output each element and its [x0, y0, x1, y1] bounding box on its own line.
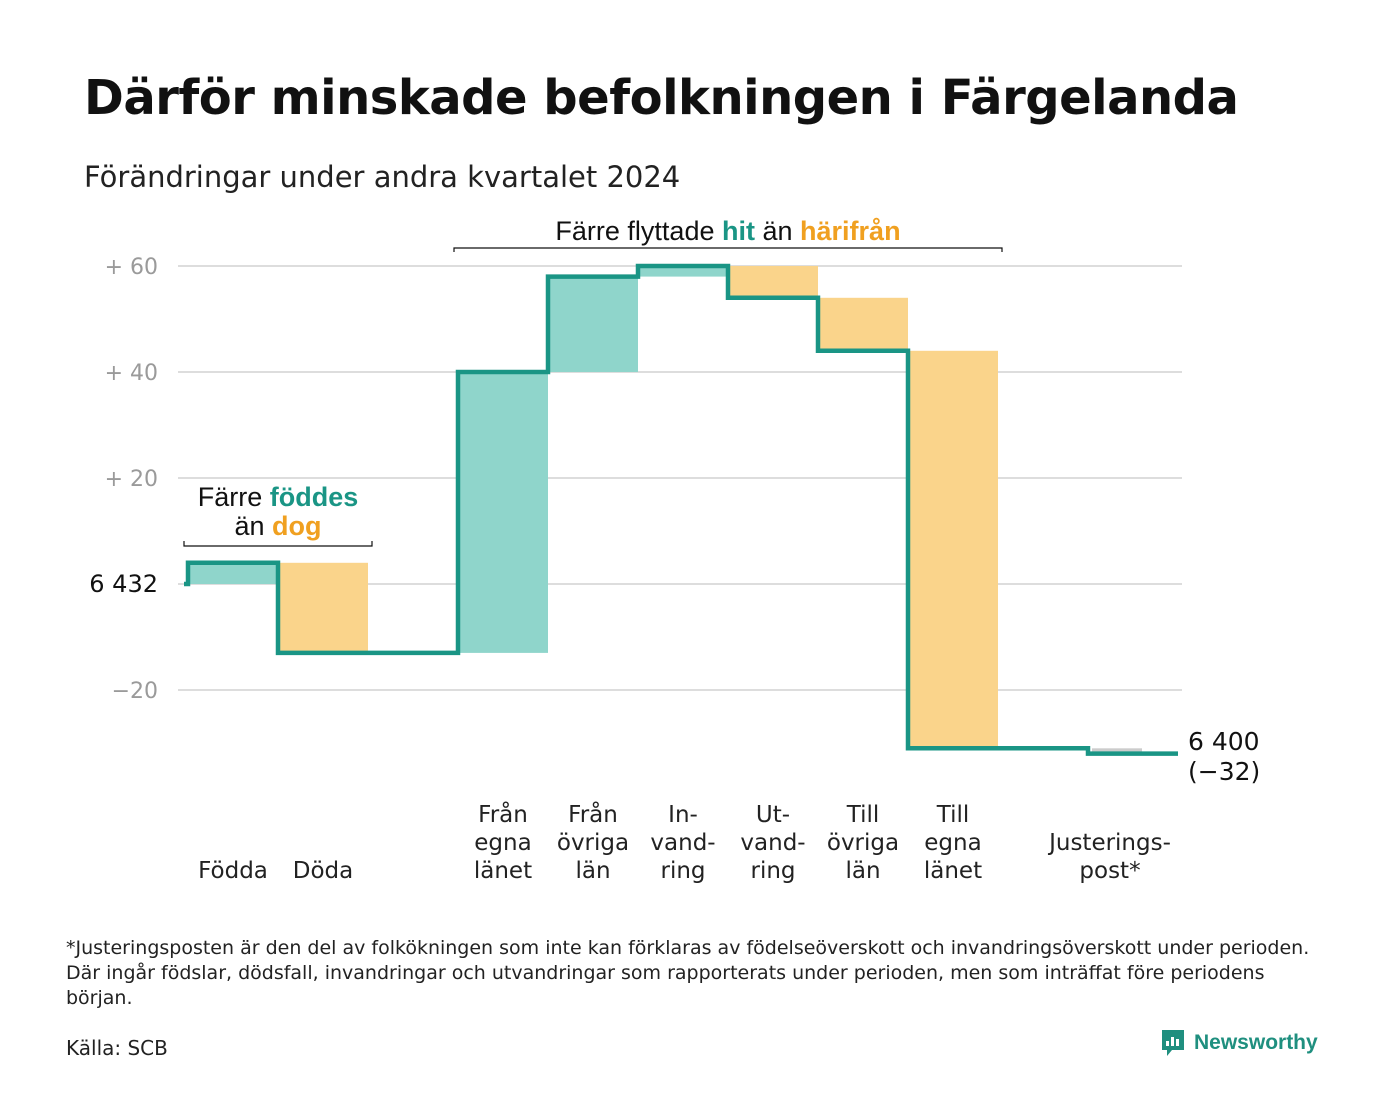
category-label: egna	[924, 830, 981, 856]
annotation-segment: föddes	[270, 482, 359, 512]
footnote: *Justeringsposten är den del av folkökni…	[66, 937, 1310, 1009]
bar-adjustment	[1092, 748, 1142, 754]
bar-decrease	[818, 297, 908, 351]
start-value-label: 6 432	[89, 570, 158, 598]
annotation-segment: än	[234, 511, 272, 541]
category-label: länet	[924, 858, 982, 884]
category-label: länet	[474, 858, 532, 884]
category-label: ring	[750, 858, 795, 884]
annotation-segment: Färre flyttade	[555, 216, 722, 246]
bar-increase	[458, 372, 548, 653]
category-label: egna	[474, 830, 531, 856]
category-label: post*	[1079, 858, 1140, 884]
annotation-segment: hit	[722, 216, 755, 246]
category-label: övriga	[557, 830, 629, 856]
y-tick-label: −20	[112, 679, 158, 704]
bar-decrease	[908, 350, 998, 749]
brand-name: Newsworthy	[1194, 1031, 1318, 1054]
source-note: Källa: SCB	[66, 1036, 168, 1060]
y-axis-ticks: + 60 + 40 + 20 −20 6 432	[89, 255, 158, 704]
bars	[188, 266, 1142, 754]
category-label: vand-	[650, 830, 715, 856]
bar-increase	[638, 266, 728, 277]
category-label: Ut-	[756, 802, 790, 828]
bar-increase	[548, 276, 638, 372]
category-label: ring	[660, 858, 705, 884]
annotation-segment: dog	[272, 511, 321, 541]
category-label: Till	[936, 802, 970, 828]
annotation-text: än dog	[234, 511, 321, 541]
annotation-segment: Färre	[198, 482, 270, 512]
category-label: In-	[668, 802, 698, 828]
chart-subtitle: Förändringar under andra kvartalet 2024	[84, 160, 681, 194]
category-label: Födda	[198, 858, 268, 884]
end-value-label: 6 400	[1188, 727, 1260, 756]
cumulative-step-line	[184, 263, 1178, 756]
category-label: Justerings-	[1047, 830, 1171, 856]
bar-increase	[188, 562, 278, 584]
y-tick-label: + 20	[105, 467, 158, 492]
category-label: Döda	[293, 858, 353, 884]
category-label: län	[845, 858, 880, 884]
y-tick-label: + 40	[105, 361, 158, 386]
cumulative-line: 6 400(−32)	[184, 263, 1260, 786]
category-label: övriga	[827, 830, 899, 856]
category-label: Till	[846, 802, 880, 828]
bar-decrease	[728, 266, 818, 298]
category-label: vand-	[740, 830, 805, 856]
annotation-bracket-moves	[453, 247, 1003, 252]
y-tick-label: + 60	[105, 255, 158, 280]
category-label: län	[575, 858, 610, 884]
newsworthy-logo-icon	[1162, 1030, 1184, 1056]
annotation-bracket-births	[183, 541, 373, 547]
annotation-text: Färre föddes	[198, 482, 359, 512]
waterfall-chart: + 60 + 40 + 20 −20 6 432 6 400(−32) Födda Död…	[89, 216, 1260, 884]
annotation-segment: härifrån	[800, 216, 901, 246]
end-change-label: (−32)	[1188, 757, 1260, 786]
brand-logo: Newsworthy	[1160, 1028, 1318, 1058]
annotation-text: Färre flyttade hit än härifrån	[555, 216, 900, 246]
chart-title: Därför minskade befolkningen i Färgeland…	[84, 70, 1239, 126]
category-labels: Födda DödaFrånegnalänetFrånövrigalänIn-va…	[198, 800, 1171, 884]
annotation-segment: än	[755, 216, 800, 246]
category-label: Från	[478, 800, 528, 828]
category-label: Från	[568, 800, 618, 828]
bar-decrease	[278, 562, 368, 653]
